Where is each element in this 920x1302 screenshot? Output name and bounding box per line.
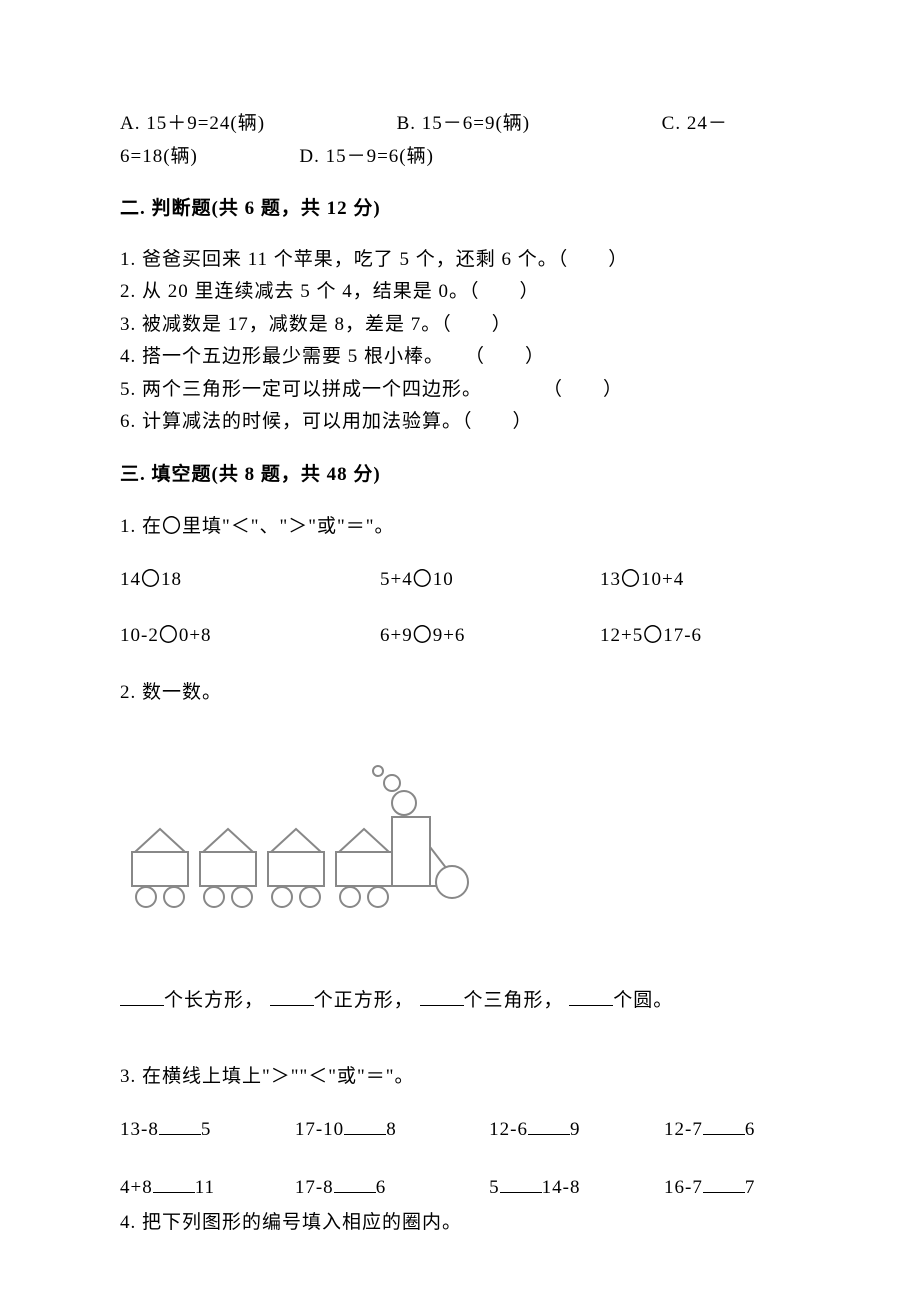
- opt-b: B. 15－6=9(辆): [397, 113, 531, 134]
- blank-input[interactable]: [420, 988, 464, 1006]
- q2-title: 2. 数一数。: [120, 679, 800, 708]
- judge-item: 2. 从 20 里连续减去 5 个 4，结果是 0。（ ）: [120, 278, 800, 307]
- label-circle: 个圆。: [613, 990, 673, 1011]
- q3-cell: 12-76: [664, 1116, 800, 1145]
- opt-a: A. 15＋9=24(辆): [120, 113, 265, 134]
- blank-input[interactable]: [344, 1117, 386, 1135]
- blank-input[interactable]: [120, 988, 164, 1006]
- q1-row-1: 14〇18 5+4〇10 13〇10+4: [120, 566, 800, 595]
- q3-cell: 16-77: [664, 1174, 800, 1203]
- blank-input[interactable]: [703, 1117, 745, 1135]
- q2-blanks: 个长方形， 个正方形， 个三角形， 个圆。: [120, 987, 800, 1016]
- q3-cell: 13-85: [120, 1116, 295, 1145]
- section-3-title: 三. 填空题(共 8 题，共 48 分): [120, 461, 800, 490]
- q3-cell: 514-8: [489, 1174, 664, 1203]
- blank-input[interactable]: [270, 988, 314, 1006]
- q3-cell: 12-69: [489, 1116, 664, 1145]
- q3-title: 3. 在横线上填上"＞""＜"或"＝"。: [120, 1063, 800, 1092]
- q1-cell: 12+5〇17-6: [600, 622, 800, 651]
- shapes-diagram: [120, 747, 800, 937]
- blank-input[interactable]: [159, 1117, 201, 1135]
- judge-item: 3. 被减数是 17，减数是 8，差是 7。（ ）: [120, 311, 800, 340]
- opt-c: C. 24－: [662, 113, 728, 134]
- q3-row-1: 13-85 17-108 12-69 12-76: [120, 1116, 800, 1145]
- judge-item: 5. 两个三角形一定可以拼成一个四边形。 （ ）: [120, 376, 800, 405]
- blank-input[interactable]: [334, 1175, 376, 1193]
- answer-line-2: 6=18(辆) D. 15－9=6(辆): [120, 143, 800, 172]
- label-rect: 个长方形，: [164, 990, 264, 1011]
- blank-input[interactable]: [153, 1175, 195, 1193]
- opt-d: D. 15－9=6(辆): [299, 146, 434, 167]
- q1-cell: 6+9〇9+6: [380, 622, 600, 651]
- answer-line-1: A. 15＋9=24(辆) B. 15－6=9(辆) C. 24－: [120, 110, 800, 139]
- q1-cell: 13〇10+4: [600, 566, 800, 595]
- q1-title: 1. 在〇里填"＜"、"＞"或"＝"。: [120, 513, 800, 542]
- q1-cell: 10-2〇0+8: [120, 622, 380, 651]
- q3-cell: 17-86: [295, 1174, 489, 1203]
- judge-item: 4. 搭一个五边形最少需要 5 根小棒。 （ ）: [120, 343, 800, 372]
- q3-cell: 17-108: [295, 1116, 489, 1145]
- q4-title: 4. 把下列图形的编号填入相应的圈内。: [120, 1209, 800, 1238]
- q3-row-2: 4+811 17-86 514-8 16-77: [120, 1174, 800, 1203]
- blank-input[interactable]: [528, 1117, 570, 1135]
- q1-row-2: 10-2〇0+8 6+9〇9+6 12+5〇17-6: [120, 622, 800, 651]
- q1-cell: 14〇18: [120, 566, 380, 595]
- label-tri: 个三角形，: [464, 990, 564, 1011]
- section-2-items: 1. 爸爸买回来 11 个苹果，吃了 5 个，还剩 6 个。（ ） 2. 从 2…: [120, 246, 800, 437]
- q1-cell: 5+4〇10: [380, 566, 600, 595]
- blank-input[interactable]: [569, 988, 613, 1006]
- judge-item: 6. 计算减法的时候，可以用加法验算。（ ）: [120, 408, 800, 437]
- blank-input[interactable]: [703, 1175, 745, 1193]
- label-square: 个正方形，: [314, 990, 414, 1011]
- train-shapes-icon: [120, 747, 480, 927]
- q3-cell: 4+811: [120, 1174, 295, 1203]
- opt-c2: 6=18(辆): [120, 146, 198, 167]
- blank-input[interactable]: [500, 1175, 542, 1193]
- section-2-title: 二. 判断题(共 6 题，共 12 分): [120, 195, 800, 224]
- judge-item: 1. 爸爸买回来 11 个苹果，吃了 5 个，还剩 6 个。（ ）: [120, 246, 800, 275]
